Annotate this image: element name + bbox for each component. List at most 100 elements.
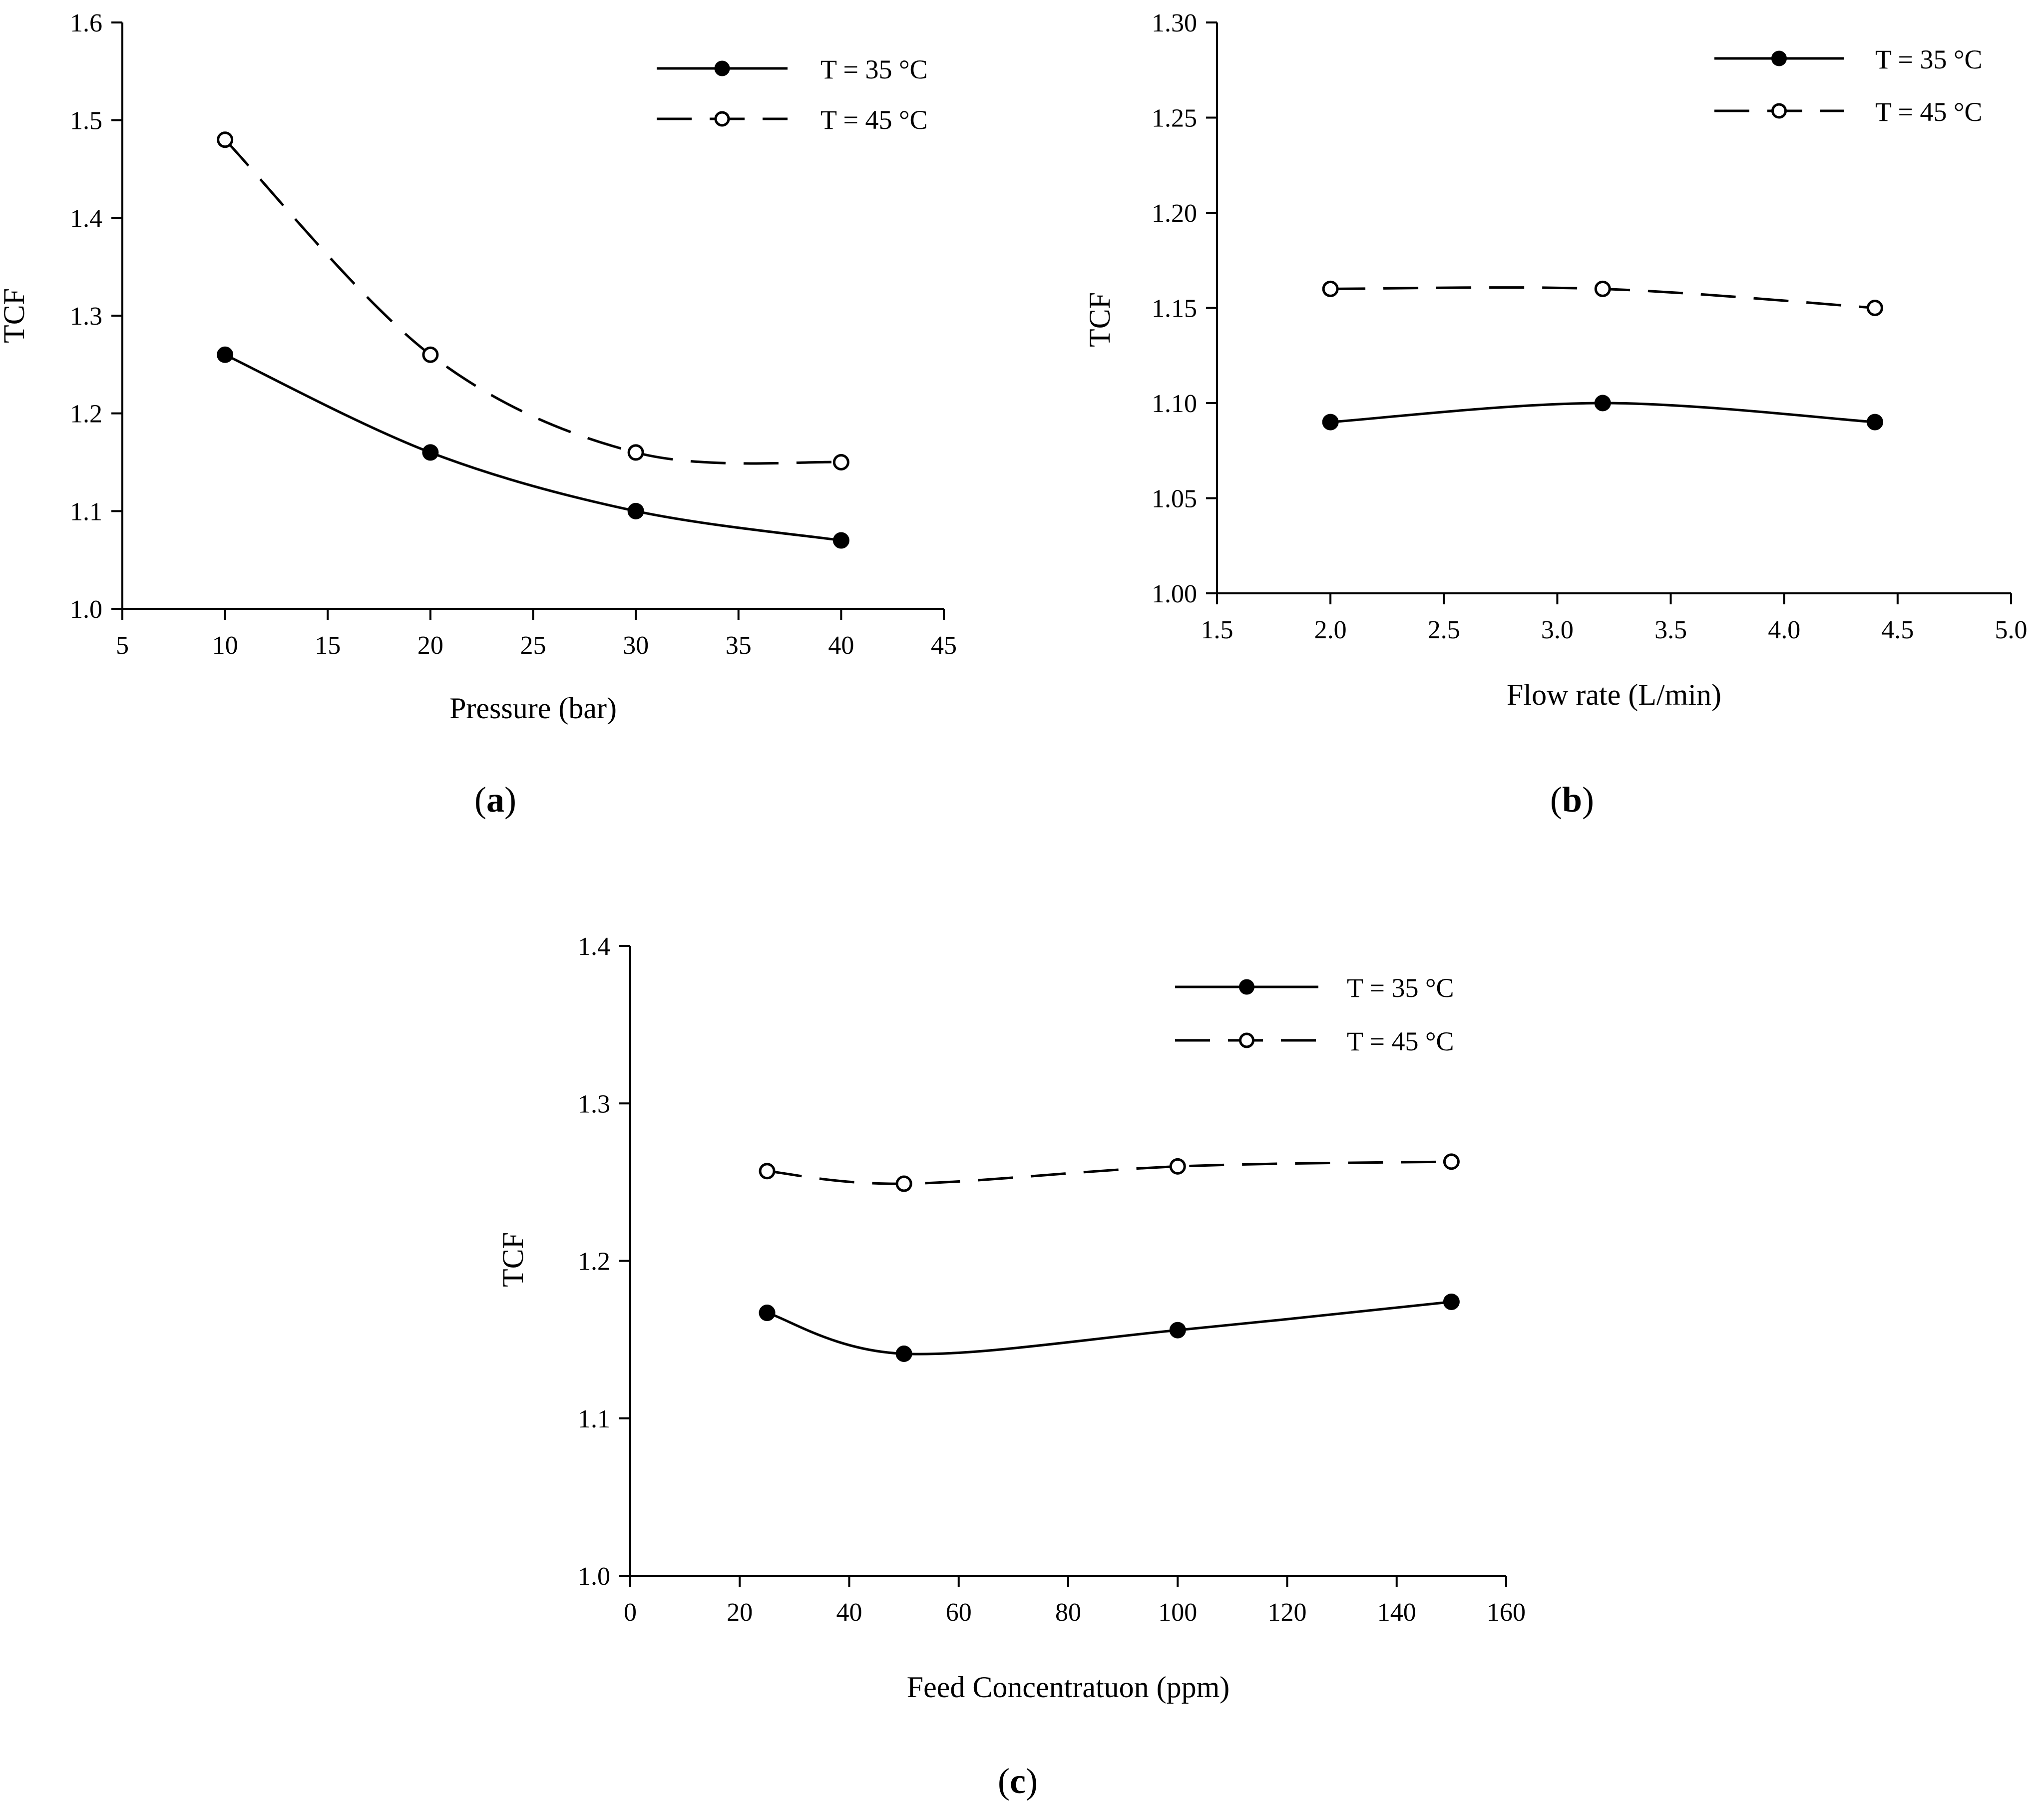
data-point bbox=[422, 346, 439, 363]
x-tick-label: 100 bbox=[1158, 1598, 1197, 1627]
data-point bbox=[832, 532, 849, 549]
y-tick-label: 1.4 bbox=[578, 932, 610, 961]
data-point bbox=[895, 1345, 912, 1362]
series-t45 bbox=[217, 131, 849, 470]
y-tick-label: 1.0 bbox=[70, 595, 102, 624]
x-tick-label: 2.5 bbox=[1428, 616, 1460, 644]
x-tick-label: 60 bbox=[946, 1598, 972, 1627]
data-point bbox=[422, 444, 439, 461]
panel-label: (c) bbox=[998, 1761, 1038, 1801]
legend-marker bbox=[714, 111, 730, 127]
y-tick-label: 1.00 bbox=[1152, 580, 1197, 608]
x-tick-label: 1.5 bbox=[1201, 616, 1233, 644]
panel-label-close-paren: ) bbox=[1582, 780, 1594, 820]
panel-label-open-paren: ( bbox=[474, 780, 486, 820]
y-tick-label: 1.4 bbox=[70, 204, 102, 233]
x-tick-label: 3.0 bbox=[1541, 616, 1574, 644]
x-axis-title: Feed Concentratuon (ppm) bbox=[907, 1671, 1230, 1704]
data-point bbox=[1594, 395, 1611, 412]
series-line bbox=[767, 1160, 1452, 1185]
y-tick-label: 1.05 bbox=[1152, 485, 1197, 513]
x-tick-label: 20 bbox=[417, 631, 443, 660]
y-tick-label: 1.10 bbox=[1152, 390, 1197, 418]
data-point bbox=[1169, 1322, 1186, 1339]
chart-panel-c: 0 20 40 60 80 100 120 140 160 1.0 1.1 1.2 1.3 1.4 Feed… bbox=[496, 932, 1526, 1801]
data-point bbox=[895, 1175, 912, 1192]
y-tick-label: 1.15 bbox=[1152, 295, 1197, 323]
y-tick-label: 1.5 bbox=[70, 107, 102, 135]
data-point bbox=[627, 502, 644, 519]
data-point bbox=[759, 1163, 776, 1180]
panel-label-letter: a bbox=[486, 780, 504, 820]
panel-label-open-paren: ( bbox=[998, 1761, 1010, 1801]
y-tick-label: 1.1 bbox=[70, 497, 102, 526]
panel-label-letter: b bbox=[1562, 780, 1582, 820]
x-tick-label: 0 bbox=[624, 1598, 637, 1627]
data-point bbox=[1594, 280, 1611, 297]
chart-panel-a: 5 10 15 20 25 30 35 40 45 1.0 1.1 1.2 1.3 1.4 1.5 1.6 Pr… bbox=[0, 9, 957, 820]
x-tick-label: 140 bbox=[1377, 1598, 1416, 1627]
legend-marker bbox=[1239, 1032, 1254, 1048]
legend-marker bbox=[1239, 979, 1254, 995]
legend-marker bbox=[1771, 103, 1787, 119]
panel-label-open-paren: ( bbox=[1550, 780, 1562, 820]
x-tick-label: 10 bbox=[212, 631, 238, 660]
data-point bbox=[1322, 280, 1339, 297]
data-point bbox=[759, 1305, 776, 1322]
x-tick-label: 40 bbox=[836, 1598, 862, 1627]
legend-label: T = 45 °C bbox=[1347, 1026, 1454, 1056]
legend-marker bbox=[1771, 50, 1787, 66]
x-tick-label: 5 bbox=[116, 631, 129, 660]
y-tick-label: 1.1 bbox=[578, 1405, 610, 1433]
y-axis-title: TCF bbox=[496, 1232, 529, 1287]
legend-marker bbox=[714, 60, 730, 76]
panel-label-close-paren: ) bbox=[1026, 1761, 1038, 1801]
data-point bbox=[1322, 414, 1339, 431]
y-tick-label: 1.20 bbox=[1152, 199, 1197, 228]
x-tick-label: 160 bbox=[1487, 1598, 1526, 1627]
x-tick-label: 2.0 bbox=[1314, 616, 1347, 644]
legend-label: T = 35 °C bbox=[1875, 44, 1983, 74]
panel-label-letter: c bbox=[1010, 1761, 1026, 1801]
series-line bbox=[767, 1300, 1452, 1356]
data-point bbox=[1443, 1293, 1460, 1310]
data-point bbox=[627, 444, 644, 461]
data-point bbox=[1866, 414, 1883, 431]
x-tick-label: 45 bbox=[931, 631, 957, 660]
x-tick-label: 4.0 bbox=[1768, 616, 1800, 644]
x-tick-label: 3.5 bbox=[1654, 616, 1687, 644]
legend-label: T = 45 °C bbox=[1875, 97, 1983, 127]
x-axis-title: Pressure (bar) bbox=[449, 692, 617, 725]
data-point bbox=[1443, 1153, 1460, 1170]
series-line bbox=[224, 354, 841, 542]
x-tick-label: 30 bbox=[623, 631, 649, 660]
x-tick-label: 40 bbox=[828, 631, 854, 660]
data-point bbox=[217, 346, 234, 363]
y-axis-title: TCF bbox=[0, 288, 30, 343]
series-t35 bbox=[759, 1293, 1460, 1362]
series-t45 bbox=[1322, 280, 1883, 316]
panel-label-close-paren: ) bbox=[504, 780, 516, 820]
data-point bbox=[832, 454, 849, 470]
x-tick-label: 120 bbox=[1268, 1598, 1307, 1627]
legend-label: T = 45 °C bbox=[820, 105, 928, 135]
x-tick-label: 35 bbox=[726, 631, 752, 660]
x-tick-label: 25 bbox=[520, 631, 546, 660]
chart-panel-b: 1.5 2.0 2.5 3.0 3.5 4.0 4.5 5.0 1.00 1.05 1.10 1.15… bbox=[1083, 9, 2028, 820]
y-tick-label: 1.3 bbox=[578, 1090, 610, 1118]
x-axis-title: Flow rate (L/min) bbox=[1507, 678, 1721, 711]
x-tick-label: 20 bbox=[727, 1598, 753, 1627]
series-t45 bbox=[759, 1153, 1460, 1192]
y-tick-label: 1.2 bbox=[70, 400, 102, 429]
y-tick-label: 1.3 bbox=[70, 302, 102, 331]
x-tick-label: 80 bbox=[1055, 1598, 1081, 1627]
data-point bbox=[1866, 300, 1883, 316]
panel-label: (a) bbox=[474, 780, 516, 820]
y-tick-label: 1.25 bbox=[1152, 104, 1197, 133]
series-t35 bbox=[1322, 395, 1883, 431]
x-tick-label: 4.5 bbox=[1881, 616, 1914, 644]
y-tick-label: 1.2 bbox=[578, 1248, 610, 1276]
y-tick-label: 1.6 bbox=[70, 9, 102, 37]
panel-label: (b) bbox=[1550, 780, 1594, 820]
